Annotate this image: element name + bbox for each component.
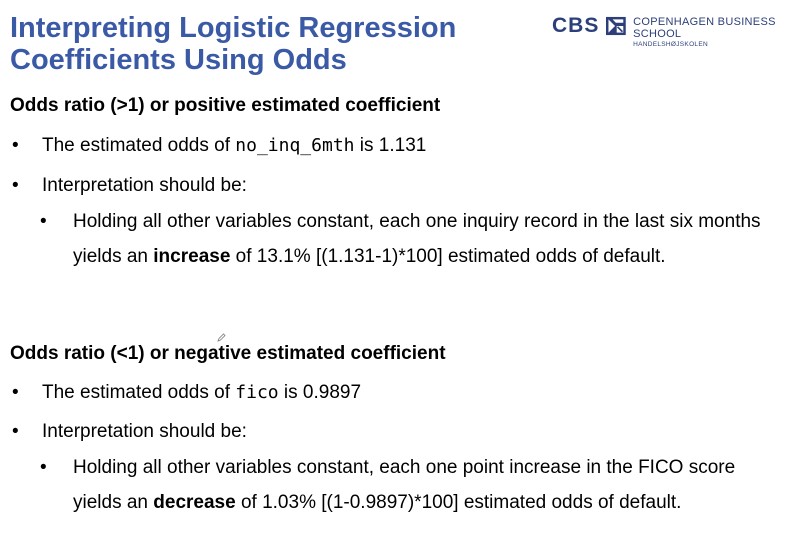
bullet-text: Interpretation should be:: [42, 421, 247, 442]
bullet-positive-odds: • The estimated odds of no_inq_6mth is 1…: [12, 133, 426, 159]
bullet-text-suffix: is 1.131: [354, 135, 427, 156]
bullet-text: Interpretation should be:: [42, 175, 247, 196]
bullet-text-suffix: is 0.9897: [278, 382, 362, 403]
sub-bullet-text-part2: of 13.1% [(1.131-1)*100] estimated odds …: [230, 246, 666, 267]
sub-bullet-point: •: [40, 211, 47, 232]
bullet-interpretation-positive: • Interpretation should be:: [12, 173, 247, 199]
section-heading-positive: Odds ratio (>1) or positive estimated co…: [10, 95, 441, 116]
sub-bullet-point: •: [40, 457, 47, 478]
emphasis-decrease: decrease: [153, 492, 236, 513]
section-heading-negative: Odds ratio (<1) or negative estimated co…: [10, 343, 446, 364]
sub-bullet-text-part1: Holding all other variables constant, ea…: [73, 211, 761, 267]
variable-code: fico: [235, 382, 279, 403]
slide-title: Interpreting Logistic Regression Coeffic…: [10, 12, 456, 76]
sub-bullet-interpretation-positive: • Holding all other variables constant, …: [40, 204, 780, 274]
bullet-point: •: [12, 135, 19, 156]
sub-bullet-interpretation-negative: • Holding all other variables constant, …: [40, 450, 760, 520]
sub-bullet-text: Holding all other variables constant, ea…: [73, 204, 780, 274]
logo-text: COPENHAGEN BUSINESS SCHOOL HANDELSHØJSKO…: [633, 16, 793, 49]
logo-abbreviation: CBS: [552, 14, 600, 37]
variable-code: no_inq_6mth: [235, 135, 355, 156]
sub-bullet-text: Holding all other variables constant, ea…: [73, 450, 760, 520]
bullet-point: •: [12, 175, 19, 196]
sub-bullet-text-part1: Holding all other variables constant, ea…: [73, 457, 736, 513]
cbs-emblem-icon: [606, 16, 627, 36]
bullet-text-prefix: The estimated odds of: [42, 382, 236, 403]
slide-title-line-1: Interpreting Logistic Regression: [10, 12, 457, 44]
emphasis-increase: increase: [153, 246, 231, 267]
bullet-text: The estimated odds of fico is 0.9897: [42, 380, 361, 406]
bullet-interpretation-negative: • Interpretation should be:: [12, 419, 247, 445]
slide-title-line-2: Coefficients Using Odds: [10, 44, 347, 76]
bullet-text-prefix: The estimated odds of: [42, 135, 236, 156]
bullet-point: •: [12, 421, 19, 442]
bullet-point: •: [12, 382, 19, 403]
logo-school-subname: HANDELSHØJSKOLEN: [633, 41, 708, 48]
sub-bullet-text-part2: of 1.03% [(1-0.9897)*100] estimated odds…: [235, 492, 682, 513]
cbs-logo: CBS COPENHAGEN BUSINESS SCHOOL HANDELSHØ…: [552, 14, 793, 49]
bullet-text: The estimated odds of no_inq_6mth is 1.1…: [42, 133, 426, 159]
bullet-negative-odds: • The estimated odds of fico is 0.9897: [12, 380, 361, 406]
pencil-icon: [217, 333, 226, 342]
logo-school-name: COPENHAGEN BUSINESS SCHOOL: [633, 16, 776, 40]
